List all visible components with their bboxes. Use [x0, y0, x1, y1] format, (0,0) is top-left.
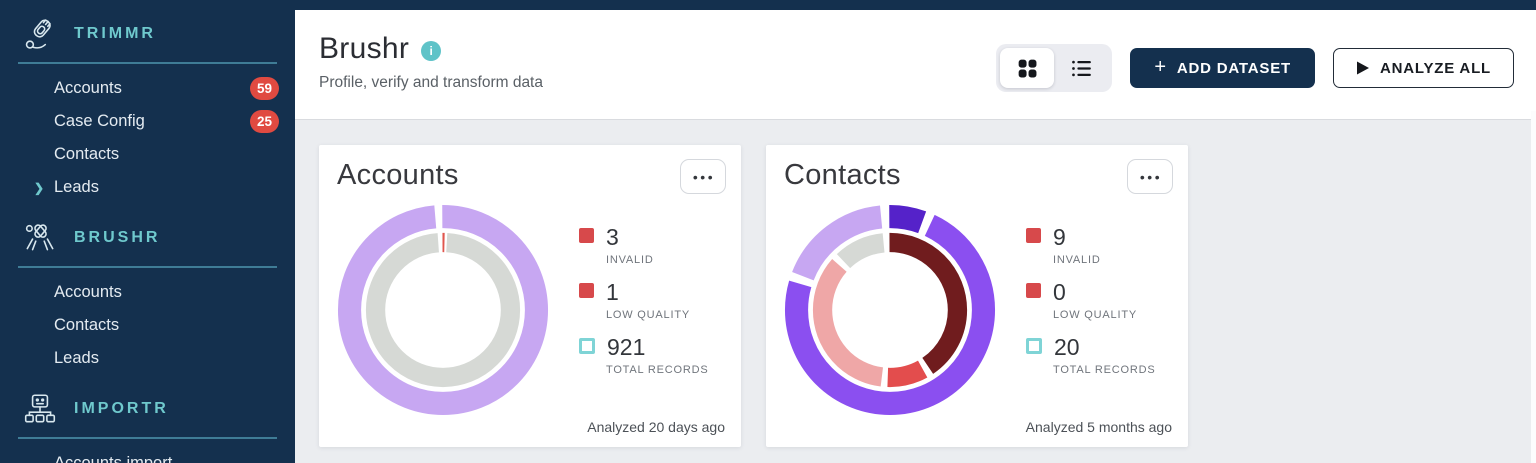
card-menu-button[interactable]: ••• [680, 159, 726, 194]
analyze-all-label: ANALYZE ALL [1379, 59, 1491, 77]
sidebar-item-label: Accounts [54, 283, 122, 301]
header-actions: + ADD DATASET ANALYZE ALL [996, 44, 1514, 92]
accounts-card: Accounts ••• 3 INVALID 1 LOW QUALITY [319, 145, 741, 447]
legend-value: 9 [1053, 224, 1066, 250]
sidebar-item-brushr-contacts[interactable]: Contacts [0, 309, 295, 342]
grid-view-button[interactable] [1000, 48, 1055, 88]
sidebar-section-title: TRIMMR [74, 25, 156, 42]
sidebar-item-brushr-leads[interactable]: Leads [0, 342, 295, 375]
list-view-button[interactable] [1054, 48, 1108, 88]
page-title: Brushr [319, 32, 410, 65]
sidebar-section-title: IMPORTR [74, 400, 169, 417]
sidebar-item-brushr-accounts[interactable]: Accounts [0, 276, 295, 309]
legend: 3 INVALID 1 LOW QUALITY 921 TOTAL RECORD… [579, 224, 709, 416]
view-toggle [996, 44, 1113, 92]
content-area: Accounts ••• 3 INVALID 1 LOW QUALITY [295, 120, 1536, 463]
sidebar-item-label: Leads [54, 178, 99, 196]
add-dataset-label: ADD DATASET [1176, 59, 1291, 77]
analyzed-timestamp: Analyzed 5 months ago [1025, 419, 1172, 435]
card-menu-button[interactable]: ••• [1127, 159, 1173, 194]
legend-item-invalid: 3 INVALID [579, 224, 709, 266]
analyzed-timestamp: Analyzed 20 days ago [587, 419, 725, 435]
contacts-donut-chart [784, 204, 996, 416]
legend-swatch [1026, 283, 1041, 298]
legend-item-low-quality: 1 LOW QUALITY [579, 279, 709, 321]
legend-swatch [1026, 228, 1041, 243]
brush-icon [25, 224, 54, 251]
analyze-all-button[interactable]: ANALYZE ALL [1332, 48, 1514, 88]
legend-item-total-records: 20 TOTAL RECORDS [1026, 334, 1156, 376]
legend-value: 3 [606, 224, 619, 250]
sidebar-section-title: BRUSHR [74, 229, 161, 246]
sidebar-item-label: Contacts [54, 145, 120, 163]
top-bar [295, 0, 1536, 10]
legend-value: 20 [1054, 334, 1080, 360]
section-divider [18, 62, 277, 64]
legend-label: INVALID [1053, 254, 1101, 266]
sidebar-section-trimmr: TRIMMR [0, 8, 295, 58]
sidebar-item-label: Accounts [54, 79, 122, 97]
legend-swatch [579, 283, 594, 298]
sidebar-section-brushr: BRUSHR [0, 212, 295, 262]
legend-swatch [579, 228, 594, 243]
legend-value: 1 [606, 279, 619, 305]
add-dataset-button[interactable]: + ADD DATASET [1130, 48, 1315, 88]
accounts-donut-chart [337, 204, 549, 416]
section-divider [18, 437, 277, 439]
legend-label: TOTAL RECORDS [1053, 364, 1156, 376]
sidebar-item-label: Contacts [54, 316, 120, 334]
card-title: Accounts [337, 159, 459, 191]
legend-value: 921 [607, 334, 646, 360]
legend-item-invalid: 9 INVALID [1026, 224, 1156, 266]
sidebar-item-trimmr-accounts[interactable]: Accounts 59 [0, 72, 295, 105]
legend-label: LOW QUALITY [606, 309, 690, 321]
scrollbar[interactable] [1531, 111, 1536, 463]
legend-label: INVALID [606, 254, 654, 266]
count-badge: 59 [249, 77, 279, 100]
info-icon[interactable]: i [421, 41, 442, 61]
legend-label: LOW QUALITY [1053, 309, 1137, 321]
sidebar-item-trimmr-leads[interactable]: ❯ Leads [0, 171, 295, 204]
contacts-card: Contacts ••• 9 INVALID 0 LOW QUALITY [766, 145, 1188, 447]
play-icon [1356, 61, 1369, 75]
legend-item-total-records: 921 TOTAL RECORDS [579, 334, 709, 376]
sidebar-item-label: Case Config [54, 112, 145, 130]
grid-icon [1018, 59, 1037, 77]
chevron-right-icon: ❯ [34, 180, 45, 195]
legend-swatch [1026, 337, 1042, 354]
sidebar: TRIMMR Accounts 59 Case Config 25 Contac… [0, 0, 295, 463]
legend-value: 0 [1053, 279, 1066, 305]
legend-swatch [579, 337, 595, 354]
importr-icon [24, 394, 56, 423]
page-header: Brushr i Profile, verify and transform d… [295, 10, 1536, 120]
sidebar-item-trimmr-contacts[interactable]: Contacts [0, 138, 295, 171]
legend: 9 INVALID 0 LOW QUALITY 20 TOTAL RECORDS [1026, 224, 1156, 416]
list-icon [1072, 60, 1091, 76]
count-badge: 25 [249, 110, 279, 133]
card-title: Contacts [784, 159, 901, 191]
sidebar-item-label: Accounts import [54, 454, 173, 463]
legend-label: TOTAL RECORDS [606, 364, 709, 376]
sidebar-item-label: Leads [54, 349, 99, 367]
sidebar-section-importr: IMPORTR [0, 383, 295, 433]
trimmer-icon [25, 19, 51, 49]
legend-item-low-quality: 0 LOW QUALITY [1026, 279, 1156, 321]
plus-icon: + [1154, 55, 1167, 78]
sidebar-item-accounts-import[interactable]: Accounts import [0, 447, 295, 463]
main-area: Brushr i Profile, verify and transform d… [295, 0, 1536, 463]
page-subtitle: Profile, verify and transform data [319, 74, 543, 91]
section-divider [18, 266, 277, 268]
sidebar-item-trimmr-case-config[interactable]: Case Config 25 [0, 105, 295, 138]
